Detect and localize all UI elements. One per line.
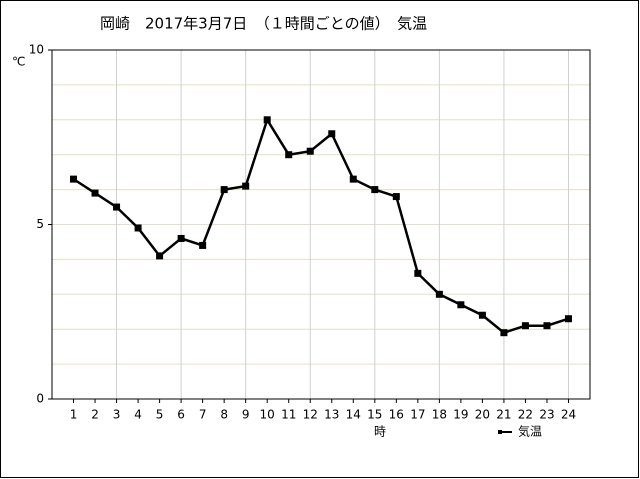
x-axis-label: 時 bbox=[374, 425, 386, 439]
legend-marker bbox=[498, 430, 502, 434]
x-tick-label: 2 bbox=[91, 408, 99, 422]
point bbox=[242, 182, 250, 190]
point bbox=[113, 203, 121, 211]
y-tick-label: 10 bbox=[29, 43, 44, 57]
x-tick-label: 7 bbox=[199, 408, 207, 422]
y-tick-label: 5 bbox=[36, 217, 44, 231]
x-tick-label: 19 bbox=[453, 408, 468, 422]
point bbox=[91, 189, 99, 197]
x-tick-label: 21 bbox=[496, 408, 511, 422]
point bbox=[306, 147, 314, 155]
point bbox=[435, 290, 443, 298]
x-tick-label: 3 bbox=[113, 408, 121, 422]
point bbox=[371, 186, 379, 194]
x-tick-label: 9 bbox=[242, 408, 250, 422]
point bbox=[177, 234, 185, 242]
x-tick-label: 4 bbox=[134, 408, 142, 422]
point bbox=[564, 315, 572, 323]
series-line bbox=[72, 116, 569, 335]
x-tick-label: 20 bbox=[475, 408, 490, 422]
point bbox=[521, 322, 529, 330]
legend-label: 気温 bbox=[518, 424, 542, 439]
point bbox=[156, 252, 164, 260]
x-tick-label: 23 bbox=[539, 408, 554, 422]
point bbox=[285, 151, 293, 159]
y-unit: ℃ bbox=[12, 55, 25, 69]
x-tick-label: 12 bbox=[303, 408, 318, 422]
y-tick-label: 0 bbox=[36, 392, 44, 406]
x-tick-label: 5 bbox=[156, 408, 164, 422]
point bbox=[134, 224, 142, 232]
point bbox=[457, 301, 465, 309]
x-tick-label: 22 bbox=[518, 408, 533, 422]
x-tick-label: 8 bbox=[220, 408, 228, 422]
x-tick-label: 6 bbox=[177, 408, 185, 422]
point bbox=[392, 193, 400, 201]
chart-title: 岡崎 2017年3月7日 （１時間ごとの値） 気温 bbox=[100, 15, 427, 33]
x-tick-label: 16 bbox=[389, 408, 404, 422]
x-tick-label: 14 bbox=[346, 408, 361, 422]
x-tick-label: 10 bbox=[260, 408, 275, 422]
x-tick-label: 13 bbox=[324, 408, 339, 422]
x-tick-label: 1 bbox=[70, 408, 78, 422]
point bbox=[220, 186, 228, 194]
x-tick-label: 11 bbox=[281, 408, 296, 422]
point bbox=[349, 175, 357, 183]
point bbox=[414, 269, 422, 277]
point bbox=[543, 322, 551, 330]
x-tick-label: 24 bbox=[561, 408, 576, 422]
point bbox=[199, 241, 207, 249]
x-tick-label: 18 bbox=[432, 408, 447, 422]
point bbox=[500, 329, 508, 337]
point bbox=[70, 175, 78, 183]
x-tick-label: 15 bbox=[367, 408, 382, 422]
point bbox=[328, 130, 336, 138]
x-tick-label: 17 bbox=[410, 408, 425, 422]
point bbox=[478, 311, 486, 319]
point bbox=[263, 116, 271, 124]
